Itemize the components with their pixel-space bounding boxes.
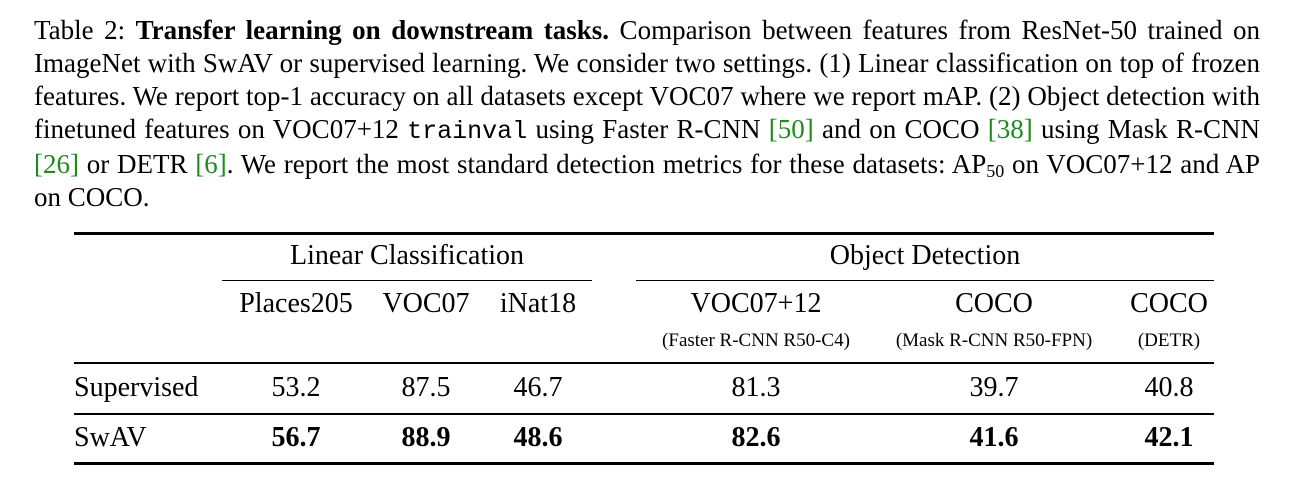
caption-subscript: 50 bbox=[986, 161, 1005, 181]
caption-code: trainval bbox=[407, 117, 528, 146]
caption-text-1: Comparison between features from ResNet-… bbox=[34, 15, 1261, 144]
caption-title: Transfer learning on downstream tasks. bbox=[135, 15, 610, 45]
column-header: COCO bbox=[955, 288, 1033, 319]
column-header: VOC07 bbox=[382, 288, 470, 319]
table-cell: 42.1 bbox=[1144, 422, 1194, 453]
table-cell: 82.6 bbox=[731, 422, 781, 453]
header-rule bbox=[74, 362, 1214, 364]
table-cell: 48.6 bbox=[513, 422, 563, 453]
row-label: SwAV bbox=[74, 422, 147, 453]
table-cell: 88.9 bbox=[401, 422, 451, 453]
row-label: Supervised bbox=[74, 372, 199, 403]
table-cell: 41.6 bbox=[969, 422, 1019, 453]
row-rule bbox=[74, 413, 1214, 415]
table-cell: 46.7 bbox=[513, 372, 563, 403]
caption-text-2: using Faster R-CNN bbox=[527, 114, 769, 144]
table-cell: 39.7 bbox=[969, 372, 1019, 403]
caption-text-5: or DETR bbox=[78, 149, 196, 179]
column-subheader: (DETR) bbox=[1137, 330, 1201, 351]
citation-link[interactable]: [50] bbox=[768, 114, 814, 144]
group-header-detection: Object Detection bbox=[829, 240, 1021, 271]
column-header: VOC07+12 bbox=[690, 288, 822, 319]
group-rule-detection bbox=[636, 280, 1214, 281]
table-bottom-rule bbox=[74, 462, 1214, 465]
caption-text-3: and on COCO bbox=[813, 114, 988, 144]
caption-text-7: on VOC07+12 and AP on COCO. bbox=[34, 149, 1260, 212]
caption-text-4: using Mask R-CNN bbox=[1032, 114, 1261, 144]
group-header-linear: Linear Classification bbox=[289, 240, 525, 271]
column-subheader: (Mask R-CNN R50-FPN) bbox=[895, 330, 1093, 351]
column-subheader: (Faster R-CNN R50-C4) bbox=[662, 330, 850, 351]
caption-label: Table 2: bbox=[34, 15, 136, 45]
table-caption: Table 2: Transfer learning on downstream… bbox=[34, 14, 1260, 214]
table-cell: 56.7 bbox=[271, 422, 321, 453]
column-header: Places205 bbox=[239, 288, 353, 319]
table-top-rule bbox=[74, 232, 1214, 235]
column-header: iNat18 bbox=[499, 288, 577, 319]
column-header: COCO bbox=[1130, 288, 1208, 319]
caption-text-6: . We report the most standard detection … bbox=[226, 149, 987, 179]
table-cell: 87.5 bbox=[401, 372, 451, 403]
group-rule-linear bbox=[222, 280, 592, 281]
table-cell: 81.3 bbox=[731, 372, 781, 403]
table-cell: 53.2 bbox=[271, 372, 321, 403]
citation-link[interactable]: [6] bbox=[195, 149, 227, 179]
table-cell: 40.8 bbox=[1144, 372, 1194, 403]
citation-link[interactable]: [26] bbox=[34, 149, 79, 179]
citation-link[interactable]: [38] bbox=[987, 114, 1033, 144]
